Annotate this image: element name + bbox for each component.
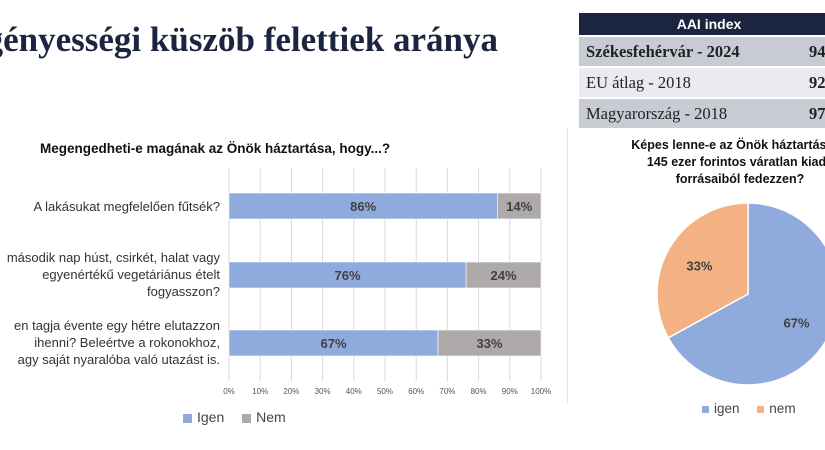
- bar-category-label: en tagja évente egy hétre elutazzon ihen…: [14, 317, 220, 368]
- aai-index-table: AAI index Székesfehérvár - 2024 94 EU át…: [579, 13, 825, 128]
- pie-chart-legend: igen nem: [702, 401, 810, 416]
- pie-slice-nem: [656, 202, 749, 339]
- category-line: ihenni? Beleértve a rokonokhoz,: [34, 335, 220, 350]
- pie-slice-igen: [667, 202, 825, 386]
- bar-segment-nem: [437, 329, 542, 357]
- aai-row-value: 97: [802, 97, 825, 128]
- pie-data-label: 67%: [784, 316, 810, 331]
- category-line: A lakásukat megfelelően fűtsék?: [33, 199, 220, 214]
- legend-swatch: [183, 413, 192, 423]
- bar-data-label: 67%: [321, 336, 347, 351]
- aai-row: Székesfehérvár - 2024 94: [579, 35, 825, 67]
- pie-title-line: forrásaiból fedezzen?: [675, 172, 805, 186]
- pie-title-line: 145 ezer forintos váratlan kiadá: [646, 155, 825, 169]
- aai-row-value: 92: [802, 66, 825, 98]
- legend-label: igen: [714, 401, 740, 416]
- aai-row-label: EU átlag - 2018: [579, 66, 802, 98]
- bar-data-label: 24%: [491, 268, 517, 283]
- legend-item-nem: Nem: [242, 409, 286, 425]
- category-line: második nap húst, csirkét, halat vagy: [6, 250, 220, 265]
- bar-segment-igen: [228, 329, 439, 357]
- aai-row-label: Magyarország - 2018: [579, 97, 802, 128]
- aai-row: Magyarország - 2018 97: [579, 97, 825, 128]
- x-tick-label: 40%: [346, 387, 362, 396]
- legend-swatch: [757, 405, 765, 413]
- bar-data-label: 14%: [506, 199, 532, 214]
- legend-item-igen: Igen: [183, 409, 228, 425]
- category-line: en tagja évente egy hétre elutazzon: [14, 318, 220, 333]
- aai-table-header: AAI index: [579, 13, 825, 36]
- bar-chart-title: Megengedheti-e magának az Önök háztartás…: [40, 141, 391, 156]
- legend-label: Igen: [197, 409, 225, 425]
- aai-row-label: Székesfehérvár - 2024: [579, 35, 802, 67]
- x-tick-label: 80%: [471, 387, 487, 396]
- panel-divider: [567, 128, 568, 403]
- bar-data-label: 86%: [350, 199, 376, 214]
- category-line: fogyasszon?: [147, 284, 220, 299]
- x-tick-label: 0%: [223, 387, 235, 396]
- x-tick-label: 90%: [502, 387, 518, 396]
- pie-chart-title: Képes lenne-e az Önök háztartása ar 145 …: [590, 137, 825, 188]
- legend-label: Nem: [256, 409, 286, 425]
- x-tick-label: 100%: [531, 387, 551, 396]
- legend-item-nem: nem: [757, 401, 796, 416]
- x-tick-label: 20%: [283, 387, 299, 396]
- pie-title-line: Képes lenne-e az Önök háztartása ar: [631, 138, 825, 152]
- category-line: agy saját nyaralóba való utazást is.: [17, 352, 220, 367]
- legend-item-igen: igen: [702, 401, 743, 416]
- legend-swatch: [242, 413, 252, 423]
- x-tick-label: 70%: [439, 387, 455, 396]
- bar-chart-legend: Igen Nem: [183, 409, 300, 425]
- x-tick-label: 10%: [252, 387, 268, 396]
- bar-segment-igen: [228, 261, 467, 289]
- bar-category-label: A lakásukat megfelelően fűtsék?: [34, 198, 220, 215]
- x-tick-label: 50%: [377, 387, 393, 396]
- bar-segment-igen: [228, 192, 498, 220]
- pie-data-label: 33%: [686, 258, 712, 273]
- legend-label: nem: [769, 401, 796, 416]
- bar-data-label: 33%: [477, 336, 503, 351]
- x-tick-label: 30%: [315, 387, 331, 396]
- category-line: egyenértékű vegetáriánus ételt: [42, 267, 220, 282]
- bar-segment-nem: [497, 192, 542, 220]
- legend-swatch: [702, 405, 709, 413]
- x-tick-label: 60%: [408, 387, 424, 396]
- bar-category-label: második nap húst, csirkét, halat vagy eg…: [7, 249, 220, 300]
- bar-segment-nem: [465, 261, 542, 289]
- bar-data-label: 76%: [335, 268, 361, 283]
- aai-row: EU átlag - 2018 92: [579, 66, 825, 98]
- page-title: Igényességi küszöb felettiek aránya: [0, 20, 498, 59]
- aai-row-value: 94: [802, 35, 825, 67]
